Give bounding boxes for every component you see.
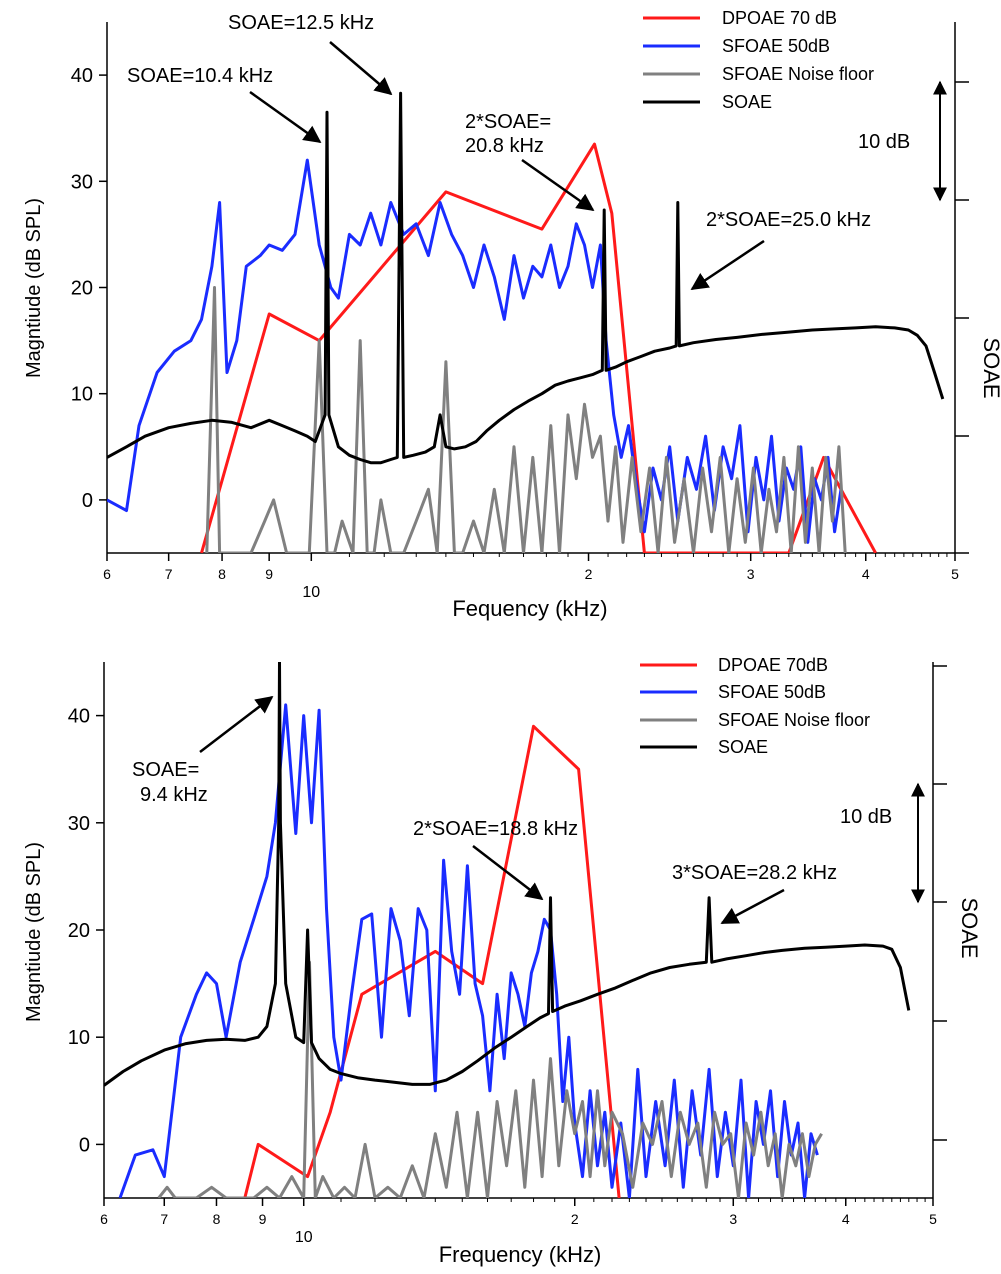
legend-item-soae: SOAE <box>718 737 768 757</box>
annotation-arrow <box>249 90 322 144</box>
scale-bar: 10 dB <box>858 80 947 202</box>
y-ticks-bottom: 0 10 20 30 40 <box>68 706 104 1156</box>
annotations-bottom: SOAE= 9.4 kHz 2*SOAE=18.8 kHz 3*SOAE=28.… <box>132 695 837 925</box>
y-tick-label: 30 <box>71 171 93 193</box>
scale-bar-label: 10 dB <box>840 806 892 828</box>
y-tick-label: 20 <box>71 278 93 300</box>
scale-bar-label: 10 dB <box>858 131 910 153</box>
annotation-soae-9-4-line1: SOAE= <box>132 759 199 781</box>
x-tick-label: 6 <box>103 566 111 582</box>
x-tick-label: 4 <box>862 566 870 582</box>
x-tick-label: 5 <box>929 1211 937 1227</box>
y-tick-label: 20 <box>68 920 90 942</box>
annotation-arrow <box>329 41 393 96</box>
series-line-sfoae <box>107 158 843 544</box>
series-top <box>107 91 945 553</box>
legend-item-sfoae: SFOAE 50dB <box>718 682 826 702</box>
x-tick-label: 8 <box>218 566 226 582</box>
y-tick-label: 0 <box>82 490 93 512</box>
series-line-dpoae <box>200 142 877 553</box>
annotation-soae-10-4: SOAE=10.4 kHz <box>127 65 273 87</box>
x-tick-label: 3 <box>747 566 755 582</box>
right-axis-label: SOAE <box>957 897 982 958</box>
annotation-2soae-20-8-line1: 2*SOAE= <box>465 111 551 133</box>
series-bottom <box>104 662 911 1198</box>
series-line-noise <box>205 286 847 553</box>
right-axis-ticks-bottom <box>933 665 947 1141</box>
y-axis-label: Magntiude (dB SPL) <box>23 842 45 1022</box>
x-tick-label: 5 <box>951 566 959 582</box>
x-tick-label: 2 <box>585 566 593 582</box>
y-tick-label: 10 <box>71 384 93 406</box>
annotation-soae-9-4-line2: 9.4 kHz <box>140 784 208 806</box>
y-tick-label: 0 <box>79 1134 90 1156</box>
annotation-soae-12-5: SOAE=12.5 kHz <box>228 12 374 34</box>
x-tick-label: 2 <box>571 1211 579 1227</box>
legend-item-noise: SFOAE Noise floor <box>722 64 874 84</box>
y-tick-label: 10 <box>68 1027 90 1049</box>
x-tick-label: 9 <box>259 1211 267 1227</box>
annotation-2soae-25-0: 2*SOAE=25.0 kHz <box>706 209 871 231</box>
annotation-arrow <box>472 845 544 901</box>
annotation-2soae-20-8-line2: 20.8 kHz <box>465 135 544 157</box>
legend-top: DPOAE 70 dB SFOAE 50dB SFOAE Noise floor… <box>643 8 874 112</box>
annotation-arrow <box>720 888 785 925</box>
annotation-3soae-28-2: 3*SOAE=28.2 kHz <box>672 862 837 884</box>
right-axis-label: SOAE <box>979 337 1001 398</box>
y-tick-label: 40 <box>68 706 90 728</box>
annotation-2soae-18-8: 2*SOAE=18.8 kHz <box>413 818 578 840</box>
annotations-top: SOAE=10.4 kHz SOAE=12.5 kHz 2*SOAE= 20.8… <box>127 12 871 291</box>
series-line-dpoae <box>243 724 621 1198</box>
x-axis-label: Frequency (kHz) <box>439 1242 602 1267</box>
x-tick-label: 4 <box>842 1211 850 1227</box>
y-ticks-top: 0 10 20 30 40 <box>71 65 107 512</box>
x-ticks-bottom: 6 7 8 9 10 2 3 4 5 <box>100 1198 937 1246</box>
series-line-soae <box>104 662 911 1087</box>
right-axis-ticks-top <box>955 81 969 554</box>
series-line-soae <box>107 91 945 465</box>
legend-item-soae: SOAE <box>722 92 772 112</box>
annotation-arrow <box>199 695 274 753</box>
legend-item-dpoae: DPOAE 70dB <box>718 655 828 675</box>
x-tick-label: 10 <box>295 1229 313 1246</box>
x-tick-label: 7 <box>160 1211 168 1227</box>
x-tick-label: 3 <box>729 1211 737 1227</box>
y-tick-label: 40 <box>71 65 93 87</box>
x-tick-label: 10 <box>302 584 320 601</box>
x-tick-label: 8 <box>213 1211 221 1227</box>
y-axis-label: Magntiude (dB SPL) <box>23 198 45 378</box>
legend-item-dpoae: DPOAE 70 dB <box>722 8 837 28</box>
legend-item-noise: SFOAE Noise floor <box>718 710 870 730</box>
x-tick-label: 9 <box>265 566 273 582</box>
annotation-arrow <box>690 239 765 291</box>
legend-bottom: DPOAE 70dB SFOAE 50dB SFOAE Noise floor … <box>640 655 870 757</box>
x-tick-label: 7 <box>165 566 173 582</box>
x-tick-label: 6 <box>100 1211 108 1227</box>
x-ticks-top: 6 7 8 9 10 2 3 4 5 <box>103 553 959 601</box>
x-axis-label: Fequency (kHz) <box>452 596 607 621</box>
legend-item-sfoae: SFOAE 50dB <box>722 36 830 56</box>
y-tick-label: 30 <box>68 813 90 835</box>
series-line-noise <box>157 960 823 1198</box>
scale-bar: 10 dB <box>840 782 925 904</box>
annotation-arrow <box>521 158 595 212</box>
